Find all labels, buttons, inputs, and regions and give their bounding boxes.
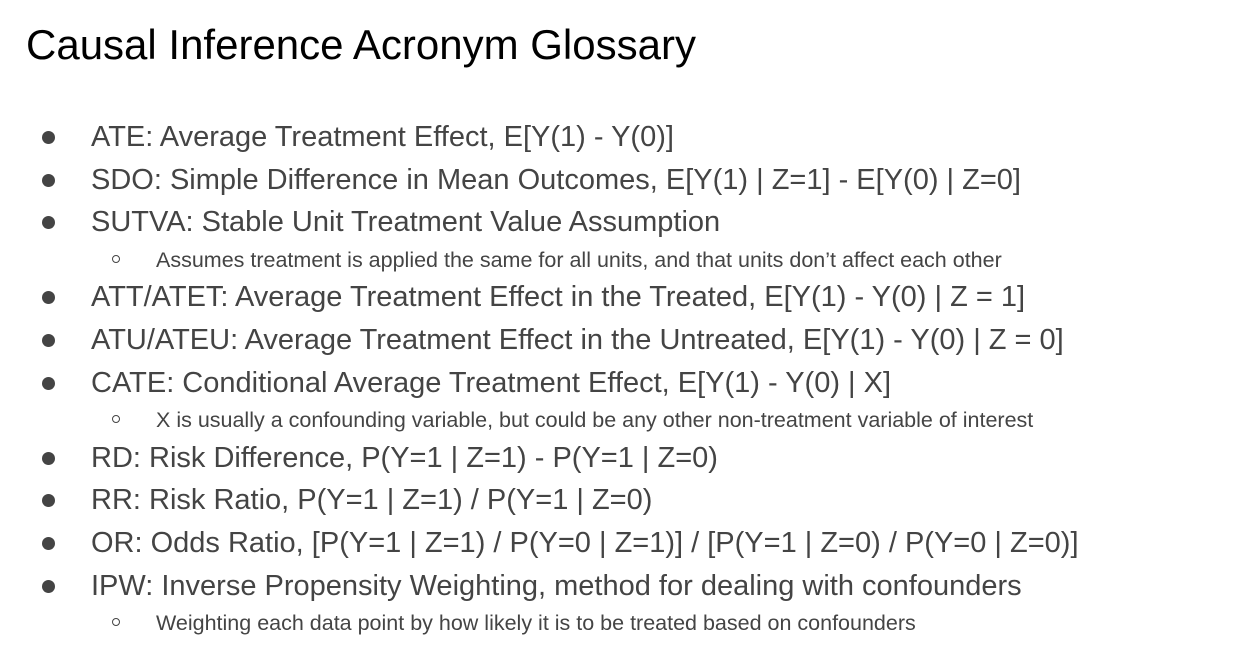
- acronym-definition: CATE: Conditional Average Treatment Effe…: [91, 367, 892, 399]
- acronym-definition: IPW: Inverse Propensity Weighting, metho…: [91, 570, 1022, 602]
- acronym-definition: RD: Risk Difference, P(Y=1 | Z=1) - P(Y=…: [91, 442, 718, 474]
- acronym-note: X is usually a confounding variable, but…: [156, 408, 1034, 432]
- bullet-icon: [42, 580, 55, 593]
- bullet-icon: [42, 174, 55, 187]
- acronym-definition: OR: Odds Ratio, [P(Y=1 | Z=1) / P(Y=0 | …: [91, 527, 1079, 559]
- acronym-note: Assumes treatment is applied the same fo…: [156, 248, 1002, 272]
- acronym-note: Weighting each data point by how likely …: [156, 611, 916, 635]
- acronym-definition: ATU/ATEU: Average Treatment Effect in th…: [91, 324, 1064, 356]
- bullet-icon: [42, 291, 55, 304]
- bullet-icon: [42, 216, 55, 229]
- bullet-icon: [42, 334, 55, 347]
- hollow-bullet-icon: [112, 415, 120, 423]
- acronym-definition: ATE: Average Treatment Effect, E[Y(1) - …: [91, 121, 674, 153]
- bullet-icon: [42, 537, 55, 550]
- bullet-icon: [42, 131, 55, 144]
- acronym-definition: SDO: Simple Difference in Mean Outcomes,…: [91, 164, 1021, 196]
- bullet-icon: [42, 452, 55, 465]
- acronym-definition: SUTVA: Stable Unit Treatment Value Assum…: [91, 206, 721, 238]
- bullet-icon: [42, 377, 55, 390]
- acronym-definition: RR: Risk Ratio, P(Y=1 | Z=1) / P(Y=1 | Z…: [91, 484, 653, 516]
- hollow-bullet-icon: [112, 618, 120, 626]
- acronym-definition: ATT/ATET: Average Treatment Effect in th…: [91, 281, 1026, 313]
- bullet-icon: [42, 494, 55, 507]
- page-title: Causal Inference Acronym Glossary: [26, 21, 696, 68]
- hollow-bullet-icon: [112, 255, 120, 263]
